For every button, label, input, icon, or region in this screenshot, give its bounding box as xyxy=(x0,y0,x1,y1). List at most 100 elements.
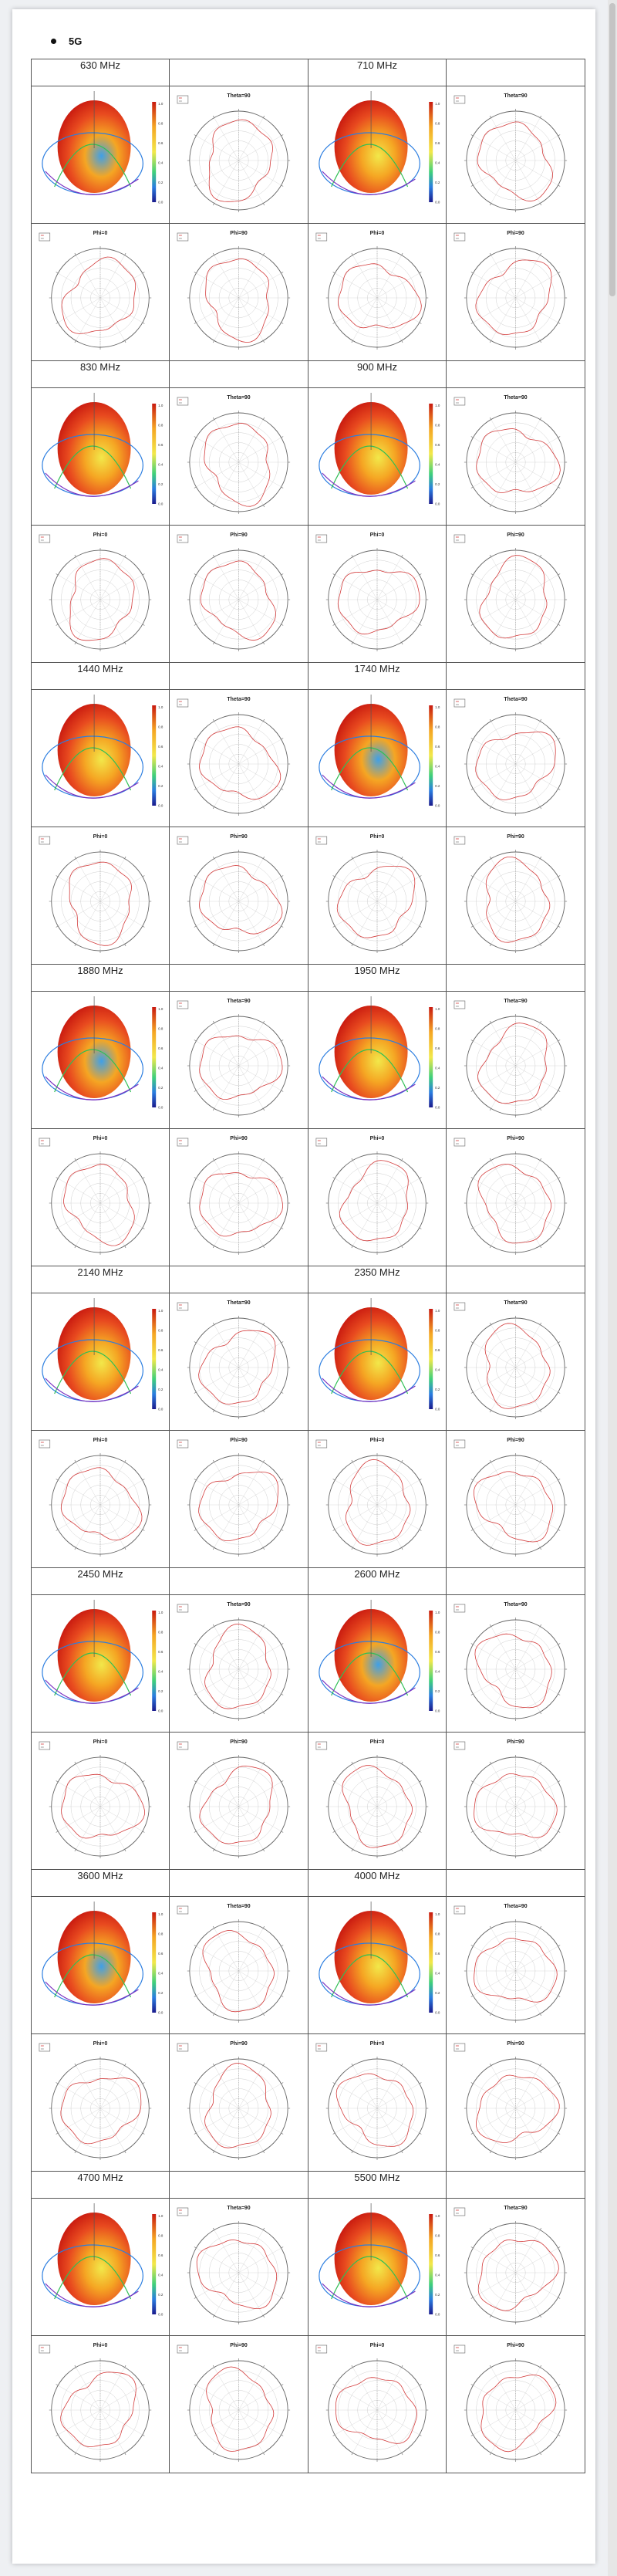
colorbar-tick: 0.6 xyxy=(435,745,440,749)
polar-grid xyxy=(325,1453,429,1557)
polar-plot-title: Phi=90 xyxy=(507,231,524,236)
pattern-trace xyxy=(61,1773,145,1839)
pattern-row-cuts: Phi=0 Phi=90 Phi=0 Phi=90 xyxy=(31,827,585,965)
colorbar-tick: 1.0 xyxy=(435,2214,440,2218)
theta90-polar-plot: Theta=90 xyxy=(169,1594,308,1733)
polar-grid xyxy=(187,1919,291,2023)
axis-ring-purple xyxy=(45,1679,139,1704)
phi90-polar-plot: Phi=90 xyxy=(446,1430,585,1568)
polar-grid xyxy=(464,411,568,514)
phi90-polar-plot: Phi=90 xyxy=(169,2335,308,2473)
polar-grid xyxy=(187,246,291,350)
colorbar-tick: 0.4 xyxy=(158,764,164,768)
polar-plot-title: Phi=90 xyxy=(230,231,248,236)
colorbar-tick: 0.2 xyxy=(158,1388,164,1391)
colorbar-tick: 0.6 xyxy=(158,745,164,749)
phi0-polar-plot: Phi=0 xyxy=(31,1430,170,1568)
phi0-polar-plot: Phi=0 xyxy=(308,525,447,663)
polar-plot-title: Theta=90 xyxy=(504,1602,527,1607)
pattern-trace xyxy=(345,1459,411,1546)
theta90-polar-plot: Theta=90 xyxy=(446,2198,585,2336)
legend-box xyxy=(177,1741,189,1750)
colorbar-tick: 0.6 xyxy=(158,1348,164,1352)
3d-pattern-plot: 1.0 0.8 0.6 0.4 0.2 0.0 xyxy=(31,1293,170,1431)
colorbar-tick: 1.0 xyxy=(435,102,440,106)
theta90-polar-plot: Theta=90 xyxy=(446,689,585,827)
colorbar-tick: 1.0 xyxy=(158,705,164,709)
frequency-label: 2140 MHz xyxy=(31,1266,170,1293)
pattern-trace xyxy=(206,2366,275,2452)
polar-plot-title: Theta=90 xyxy=(504,93,527,99)
phi0-polar-plot: Phi=0 xyxy=(308,1430,447,1568)
polar-plot-title: Phi=0 xyxy=(93,231,108,236)
frequency-header-row: 830 MHz 900 MHz xyxy=(31,360,585,388)
polar-plot-title: Theta=90 xyxy=(227,1300,250,1306)
axis-ring-purple xyxy=(45,171,139,195)
polar-plot-title: Theta=90 xyxy=(227,1904,250,1909)
colorbar-tick: 0.6 xyxy=(435,1952,440,1956)
3d-pattern-plot: 1.0 0.8 0.6 0.4 0.2 0.0 xyxy=(31,991,170,1129)
colorbar-tick: 0.4 xyxy=(158,2273,164,2277)
phi90-polar-plot: Phi=90 xyxy=(446,2033,585,2172)
phi0-polar-plot: Phi=0 xyxy=(308,2335,447,2473)
colorbar xyxy=(429,1007,433,1107)
axis-ring-purple xyxy=(322,472,416,497)
empty-header-cell xyxy=(446,2171,585,2199)
3d-pattern-plot: 1.0 0.8 0.6 0.4 0.2 0.0 xyxy=(308,1896,447,2034)
polar-plot-title: Phi=0 xyxy=(93,2041,108,2047)
colorbar xyxy=(429,404,433,504)
pattern-trace xyxy=(199,726,282,800)
polar-grid xyxy=(49,1151,152,1255)
empty-header-cell xyxy=(446,1266,585,1293)
pattern-trace xyxy=(485,857,551,943)
pattern-row-3d: 1.0 0.8 0.6 0.4 0.2 0.0 Theta=90 1.0 0.8 0.6 0.4 0.… xyxy=(31,689,585,827)
axis-ring-green xyxy=(54,144,132,188)
pattern-trace xyxy=(335,2377,417,2444)
phi90-polar-plot: Phi=90 xyxy=(169,2033,308,2172)
polar-plot-title: Phi=90 xyxy=(230,834,248,840)
colorbar-tick: 1.0 xyxy=(158,102,164,106)
empty-header-cell xyxy=(169,1869,308,1897)
scrollbar-thumb[interactable] xyxy=(609,3,615,296)
frequency-header-row: 3600 MHz 4000 MHz xyxy=(31,1869,585,1897)
legend-box xyxy=(315,1741,328,1750)
axis-ring-green xyxy=(331,1351,409,1394)
polar-grid xyxy=(187,2358,291,2462)
polar-grid xyxy=(49,2057,152,2160)
legend-box xyxy=(453,698,466,708)
legend-box xyxy=(315,1138,328,1147)
legend-box xyxy=(315,2043,328,2052)
phi90-polar-plot: Phi=90 xyxy=(446,525,585,663)
legend-box xyxy=(453,95,466,104)
colorbar-tick: 0.6 xyxy=(158,2253,164,2257)
colorbar-tick: 0.0 xyxy=(435,2010,440,2014)
polar-plot-title: Phi=90 xyxy=(230,1739,248,1745)
frequency-header-row: 1880 MHz 1950 MHz xyxy=(31,964,585,992)
colorbar xyxy=(429,1309,433,1409)
theta90-polar-plot: Theta=90 xyxy=(446,86,585,224)
phi0-polar-plot: Phi=0 xyxy=(308,1128,447,1266)
theta90-polar-plot: Theta=90 xyxy=(169,86,308,224)
colorbar-tick: 0.0 xyxy=(158,200,164,204)
legend-box xyxy=(177,397,189,406)
colorbar-tick: 0.0 xyxy=(435,1407,440,1411)
phi0-polar-plot: Phi=0 xyxy=(308,2033,447,2172)
colorbar-tick: 1.0 xyxy=(435,1007,440,1011)
colorbar-tick: 0.0 xyxy=(435,803,440,807)
phi0-polar-plot: Phi=0 xyxy=(308,1732,447,1870)
phi90-polar-plot: Phi=90 xyxy=(169,1430,308,1568)
legend-box xyxy=(453,1302,466,1311)
legend-box xyxy=(453,836,466,845)
colorbar-tick: 1.0 xyxy=(435,1309,440,1313)
colorbar xyxy=(429,2214,433,2314)
colorbar-tick: 0.8 xyxy=(158,423,164,427)
axis-ring-purple xyxy=(322,1378,416,1402)
colorbar-tick: 0.4 xyxy=(158,462,164,466)
vertical-scrollbar[interactable] xyxy=(608,0,617,2576)
polar-grid xyxy=(464,2358,568,2462)
empty-header-cell xyxy=(169,2171,308,2199)
polar-plot-title: Phi=90 xyxy=(507,2041,524,2047)
legend-box xyxy=(39,2043,51,2052)
phi0-polar-plot: Phi=0 xyxy=(31,223,170,361)
colorbar-tick: 0.4 xyxy=(435,764,440,768)
